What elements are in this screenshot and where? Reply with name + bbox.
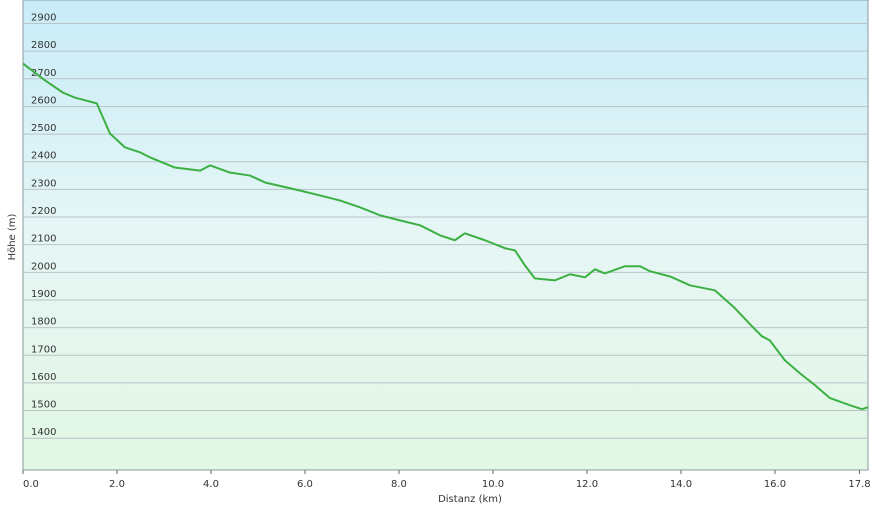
- y-tick-label: 2700: [31, 68, 56, 79]
- x-tick-label: 10.0: [482, 479, 504, 490]
- x-tick-label: 16.0: [764, 479, 786, 490]
- y-tick-label: 1600: [31, 372, 56, 383]
- x-tick-label: 8.0: [391, 479, 407, 490]
- x-tick-label: 4.0: [203, 479, 219, 490]
- y-tick-label: 2500: [31, 123, 56, 134]
- y-tick-label: 1800: [31, 317, 56, 328]
- y-axis-label: Höhe (m): [7, 213, 18, 260]
- y-tick-label: 2100: [31, 234, 56, 245]
- x-tick-label: 6.0: [297, 479, 313, 490]
- x-tick-label: 12.0: [576, 479, 598, 490]
- x-axis-label: Distanz (km): [438, 494, 502, 505]
- y-tick-label: 2800: [31, 40, 56, 51]
- x-tick-label: 2.0: [109, 479, 125, 490]
- elevation-line: [22, 62, 869, 411]
- y-tick-label: 2400: [31, 151, 56, 162]
- y-tick-label: 2600: [31, 95, 56, 106]
- y-tick-label: 2000: [31, 261, 56, 272]
- y-tick-label: 2900: [31, 13, 56, 24]
- y-tick-label: 1700: [31, 344, 56, 355]
- y-tick-label: 1900: [31, 289, 56, 300]
- y-tick-label: 1400: [31, 427, 56, 438]
- x-tick-label: 0.0: [23, 479, 39, 490]
- y-tick-label: 2200: [31, 206, 56, 217]
- y-tick-label: 2300: [31, 178, 56, 189]
- x-tick-label: 14.0: [670, 479, 692, 490]
- x-tick-label: 17.8: [848, 479, 870, 490]
- y-tick-label: 1500: [31, 400, 56, 411]
- plot-area: [22, 0, 869, 471]
